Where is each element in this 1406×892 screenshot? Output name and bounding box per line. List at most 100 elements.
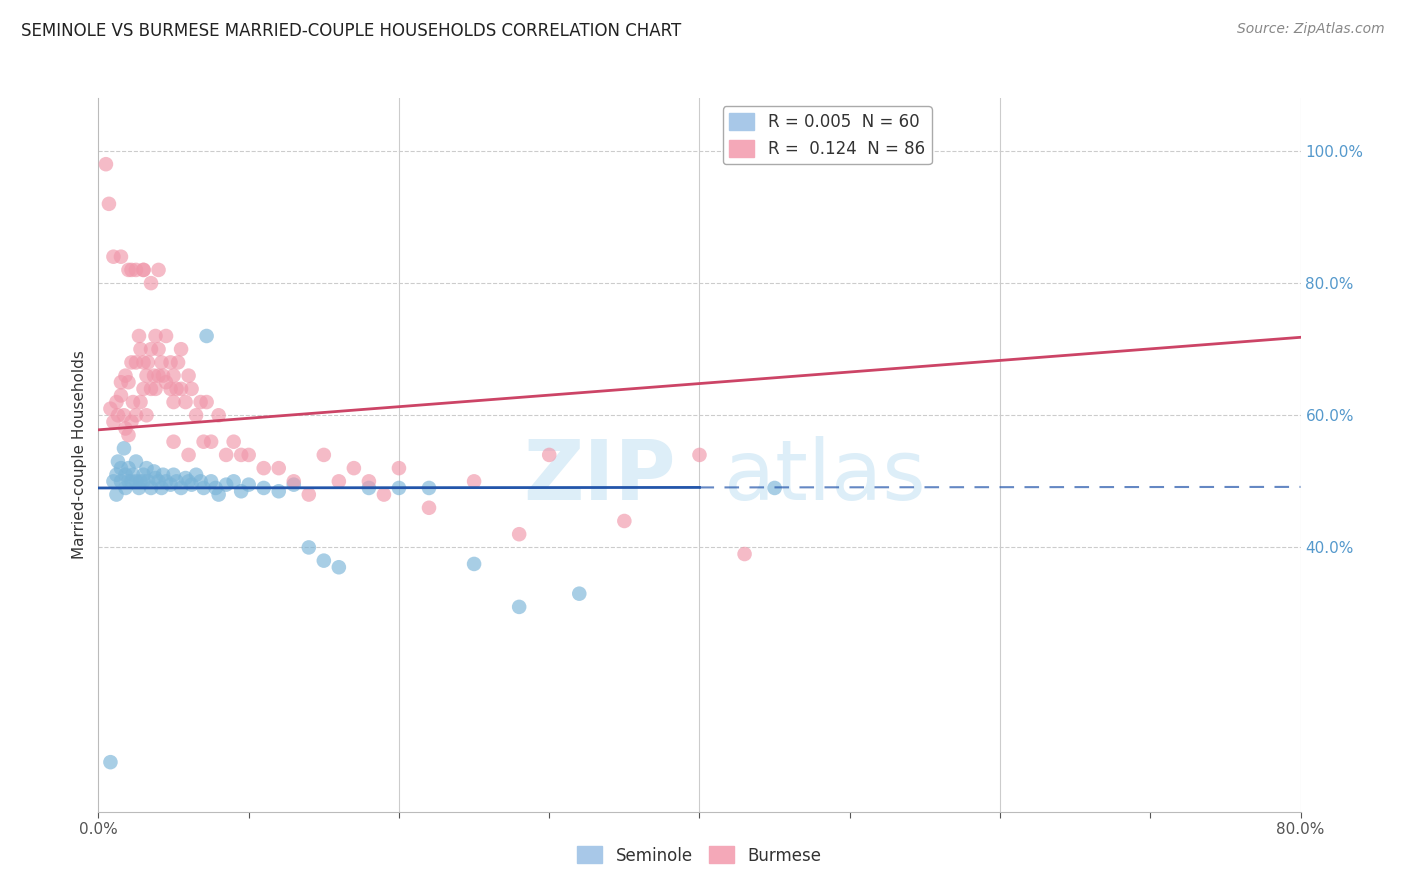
Point — [231, 484, 253, 499]
Point — [184, 409, 207, 423]
Point — [145, 382, 167, 396]
Point — [135, 409, 157, 423]
Point — [177, 368, 200, 383]
Point — [129, 395, 152, 409]
Text: atlas: atlas — [724, 436, 925, 516]
Point — [162, 467, 184, 482]
Point — [190, 395, 212, 409]
Point — [162, 434, 184, 449]
Point — [170, 342, 193, 356]
Point — [357, 475, 380, 489]
Point — [117, 475, 139, 489]
Point — [231, 448, 253, 462]
Point — [132, 382, 155, 396]
Point — [190, 475, 212, 489]
Point — [177, 448, 200, 462]
Point — [418, 500, 440, 515]
Point — [253, 461, 276, 475]
Point — [148, 263, 170, 277]
Point — [152, 368, 174, 383]
Point — [128, 329, 150, 343]
Point — [150, 355, 173, 369]
Point — [107, 409, 129, 423]
Point — [195, 329, 218, 343]
Point — [388, 461, 411, 475]
Point — [170, 382, 193, 396]
Point — [135, 368, 157, 383]
Point — [125, 355, 148, 369]
Point — [103, 475, 125, 489]
Point — [105, 487, 128, 501]
Point — [283, 475, 305, 489]
Point — [117, 461, 139, 475]
Point — [132, 355, 155, 369]
Point — [121, 263, 143, 277]
Point — [132, 263, 155, 277]
Point — [145, 329, 167, 343]
Point — [105, 467, 128, 482]
Point — [121, 415, 143, 429]
Point — [139, 342, 162, 356]
Point — [100, 755, 122, 769]
Point — [110, 388, 132, 402]
Point — [117, 263, 139, 277]
Point — [180, 477, 202, 491]
Point — [167, 355, 190, 369]
Point — [125, 454, 148, 468]
Point — [177, 475, 200, 489]
Point — [162, 395, 184, 409]
Point — [418, 481, 440, 495]
Point — [125, 263, 148, 277]
Point — [121, 475, 143, 489]
Point — [107, 454, 129, 468]
Point — [122, 395, 145, 409]
Point — [343, 461, 366, 475]
Point — [117, 376, 139, 390]
Point — [110, 376, 132, 390]
Point — [110, 250, 132, 264]
Point — [200, 434, 222, 449]
Point — [204, 481, 226, 495]
Point — [139, 382, 162, 396]
Point — [357, 481, 380, 495]
Point — [105, 395, 128, 409]
Point — [193, 434, 215, 449]
Point — [159, 355, 181, 369]
Point — [117, 428, 139, 442]
Point — [110, 475, 132, 489]
Point — [135, 461, 157, 475]
Point — [222, 434, 245, 449]
Point — [195, 395, 218, 409]
Point — [114, 421, 136, 435]
Point — [155, 376, 177, 390]
Point — [312, 554, 335, 568]
Point — [136, 355, 159, 369]
Point — [159, 477, 181, 491]
Point — [373, 487, 395, 501]
Point — [114, 481, 136, 495]
Point — [253, 481, 276, 495]
Point — [312, 448, 335, 462]
Point — [166, 382, 188, 396]
Point — [238, 448, 260, 462]
Legend: Seminole, Burmese: Seminole, Burmese — [571, 839, 828, 871]
Point — [145, 471, 167, 485]
Point — [508, 599, 530, 614]
Point — [125, 409, 148, 423]
Point — [328, 475, 350, 489]
Point — [143, 465, 166, 479]
Point — [298, 487, 321, 501]
Point — [283, 477, 305, 491]
Point — [238, 477, 260, 491]
Point — [112, 442, 135, 456]
Point — [132, 263, 155, 277]
Point — [162, 368, 184, 383]
Point — [148, 342, 170, 356]
Point — [148, 368, 170, 383]
Point — [267, 484, 290, 499]
Point — [613, 514, 636, 528]
Point — [122, 467, 145, 482]
Point — [110, 461, 132, 475]
Point — [125, 475, 148, 489]
Point — [193, 481, 215, 495]
